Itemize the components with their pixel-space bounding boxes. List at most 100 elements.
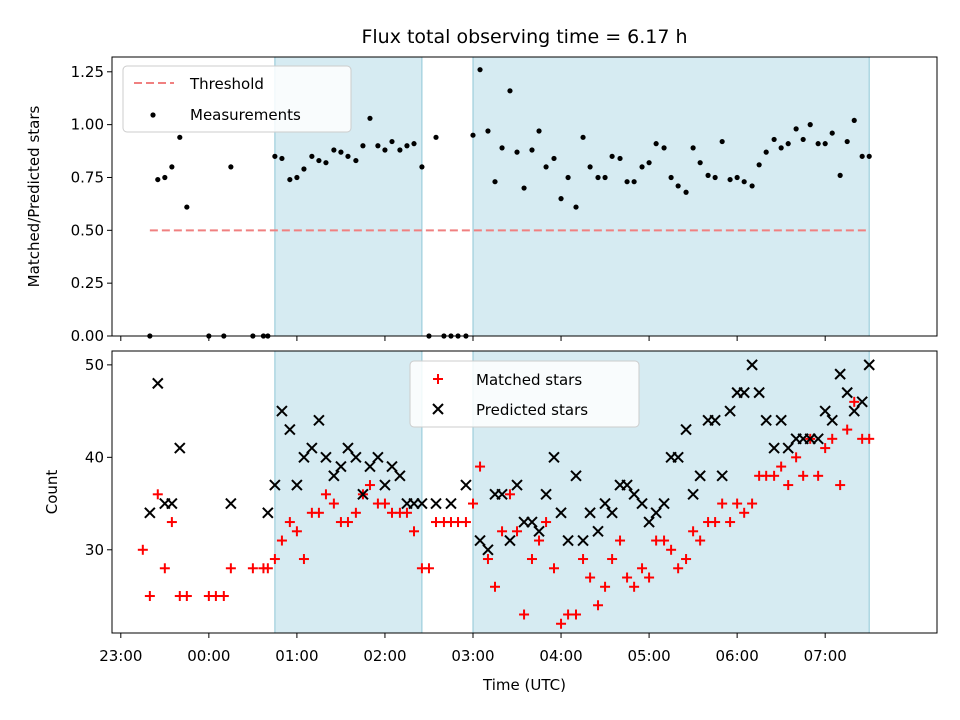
predicted-star-marker-b (291, 479, 303, 491)
matched-star-marker (629, 581, 640, 592)
predicted-star-marker (863, 359, 875, 371)
predicted-star-marker (584, 507, 596, 519)
measurement-point (778, 145, 784, 151)
bottom-y-tick-label: 30 (85, 541, 104, 559)
matched-star-marker (460, 517, 471, 528)
matched-star-marker (813, 470, 824, 481)
measurement-point (389, 138, 395, 145)
measurement-point (741, 179, 747, 185)
predicted-star-marker (658, 497, 670, 510)
predicted-star-marker (284, 423, 296, 436)
measurement-point (565, 174, 571, 181)
predicted-star-marker (416, 497, 428, 510)
predicted-star-marker (621, 479, 633, 491)
predicted-star-marker (782, 442, 794, 454)
matched-star-marker (247, 563, 258, 574)
predicted-star-marker-b (672, 451, 684, 464)
measurement-point (323, 160, 329, 166)
matched-star-marker (695, 535, 706, 546)
measurement-point (184, 204, 190, 210)
predicted-star-marker-b (819, 405, 831, 417)
matched-star-marker (571, 609, 582, 620)
predicted-star-marker (841, 386, 853, 399)
predicted-star-marker (812, 433, 824, 445)
measurement-point (375, 143, 381, 149)
predicted-star-marker (291, 479, 303, 491)
predicted-star-marker-b (460, 479, 472, 491)
matched-star-marker (644, 572, 655, 583)
measurement-point (470, 132, 476, 138)
matched-star-marker (548, 563, 559, 574)
predicted-star-marker-b (526, 516, 538, 528)
matched-star-marker (776, 461, 787, 472)
predicted-star-marker-b (658, 497, 670, 510)
top-axes-frame (111, 56, 938, 337)
measurement-point (279, 155, 285, 162)
measurement-point (756, 162, 762, 168)
measurement-point (697, 160, 703, 166)
matched-star-marker (490, 581, 501, 592)
matched-star-marker (849, 396, 860, 407)
measurement-point (771, 136, 777, 143)
predicted-star-marker-b (174, 442, 186, 454)
bottom-y-tick-label: 50 (85, 356, 104, 374)
measurement-point (815, 141, 821, 147)
matched-star-marker (769, 470, 780, 481)
predicted-star-marker-b (511, 479, 523, 491)
predicted-star-marker-b (687, 488, 699, 501)
top-legend-box (122, 65, 352, 133)
top-y-tick-label: 0.75 (71, 168, 104, 186)
predicted-star-marker-b (298, 451, 310, 464)
matched-star-marker (725, 517, 736, 528)
predicted-star-marker (768, 442, 780, 454)
matched-star-marker (144, 591, 155, 602)
predicted-star-marker-b (335, 460, 347, 473)
predicted-star-marker (328, 470, 340, 482)
top-y-tick-label: 0.00 (71, 327, 104, 345)
top-observing-window-2 (472, 56, 870, 337)
bottom-x-tick-label: 04:00 (539, 647, 582, 665)
predicted-star-marker-b (636, 497, 648, 510)
predicted-star-marker-b (738, 386, 750, 399)
predicted-star-marker (570, 470, 582, 482)
matched-star-marker (225, 563, 236, 574)
measurement-point (639, 164, 645, 170)
measurement-point (294, 174, 300, 181)
measurement-point (287, 176, 293, 183)
measurement-point (433, 134, 439, 140)
predicted-star-marker (592, 525, 604, 538)
measurement-point (624, 179, 630, 185)
measurement-point (155, 176, 161, 183)
predicted-star-marker-b (548, 451, 560, 464)
measurement-point (690, 145, 696, 151)
top-y-tick-label: 1.25 (71, 63, 104, 81)
predicted-star-marker-b (775, 414, 787, 427)
predicted-star-marker (298, 451, 310, 464)
predicted-star-marker-b (496, 488, 508, 501)
bottom-x-ticks: 23:00 00:00 01:00 02:00 03:00 04:00 05:00 06:00… (99, 633, 847, 665)
predicted-star-marker (738, 386, 750, 399)
predicted-star-marker (225, 497, 237, 510)
measurement-point (837, 172, 843, 178)
matched-star-marker (842, 424, 853, 435)
measurement-point (793, 126, 799, 132)
predicted-star-marker-b (416, 497, 428, 510)
predicted-star-marker-b (760, 414, 772, 427)
predicted-star-marker (672, 451, 684, 464)
measurement-point (338, 149, 344, 155)
bottom-x-tick-label: 03:00 (451, 647, 494, 665)
top-legend: Threshold Measurements (122, 65, 352, 133)
predicted-star-marker-b (445, 497, 457, 510)
measurement-point (866, 153, 872, 159)
bottom-x-tick-label: 00:00 (187, 647, 230, 665)
predicted-star-marker-b (284, 423, 296, 436)
predicted-star-marker-b (306, 442, 318, 454)
predicted-star-marker (819, 405, 831, 417)
predicted-star-marker-b (746, 359, 758, 371)
measurement-point (558, 196, 564, 202)
predicted-star-marker-b (606, 507, 618, 519)
matched-star-marker (218, 591, 229, 602)
legend-matched-label: Matched stars (476, 371, 582, 389)
predicted-star-marker (555, 507, 567, 519)
matched-star-marker (475, 461, 486, 472)
